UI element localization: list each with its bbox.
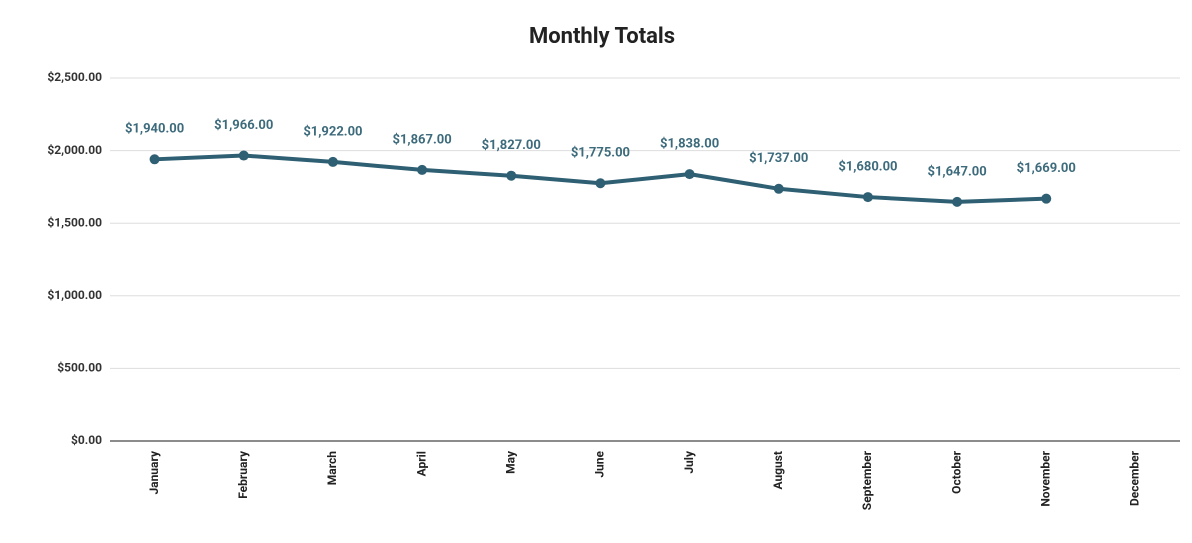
point xyxy=(327,156,338,167)
value-label: $1,838.00 xyxy=(660,137,719,152)
value-label: $1,669.00 xyxy=(1017,161,1076,176)
point xyxy=(238,150,249,161)
chart-title: Monthly Totals xyxy=(529,24,675,49)
point xyxy=(506,170,517,181)
value-label: $1,775.00 xyxy=(571,146,630,161)
point xyxy=(149,154,160,165)
x-tick-label: May xyxy=(503,450,517,474)
y-tick-label: $0.00 xyxy=(71,433,102,447)
x-tick-label: June xyxy=(593,450,607,477)
x-tick-label: January xyxy=(147,450,161,494)
y-tick-label: $2,000.00 xyxy=(47,143,102,157)
point xyxy=(1041,193,1052,204)
point xyxy=(595,178,606,189)
value-label: $1,737.00 xyxy=(749,151,808,166)
point xyxy=(684,169,695,180)
value-label: $1,940.00 xyxy=(125,122,184,137)
x-tick-label: March xyxy=(325,451,339,485)
x-tick-label: November xyxy=(1038,450,1052,506)
value-label: $1,922.00 xyxy=(303,124,362,139)
point xyxy=(862,192,873,203)
y-tick-label: $2,500.00 xyxy=(47,70,102,84)
value-label: $1,827.00 xyxy=(482,138,541,153)
x-tick-label: December xyxy=(1128,450,1142,506)
point xyxy=(773,183,784,194)
point xyxy=(952,196,963,207)
value-label: $1,966.00 xyxy=(214,118,273,133)
x-tick-label: July xyxy=(682,450,696,474)
x-tick-label: April xyxy=(414,451,428,476)
y-tick-label: $1,500.00 xyxy=(47,215,102,229)
point xyxy=(417,164,428,175)
value-label: $1,867.00 xyxy=(392,132,451,147)
x-tick-label: September xyxy=(860,450,874,510)
value-label: $1,680.00 xyxy=(838,160,897,175)
x-tick-label: August xyxy=(771,451,785,490)
x-tick-label: February xyxy=(236,450,250,499)
y-tick-label: $500.00 xyxy=(57,361,102,375)
x-tick-label: October xyxy=(949,450,963,493)
y-tick-label: $1,000.00 xyxy=(47,288,102,302)
value-label: $1,647.00 xyxy=(927,164,986,179)
